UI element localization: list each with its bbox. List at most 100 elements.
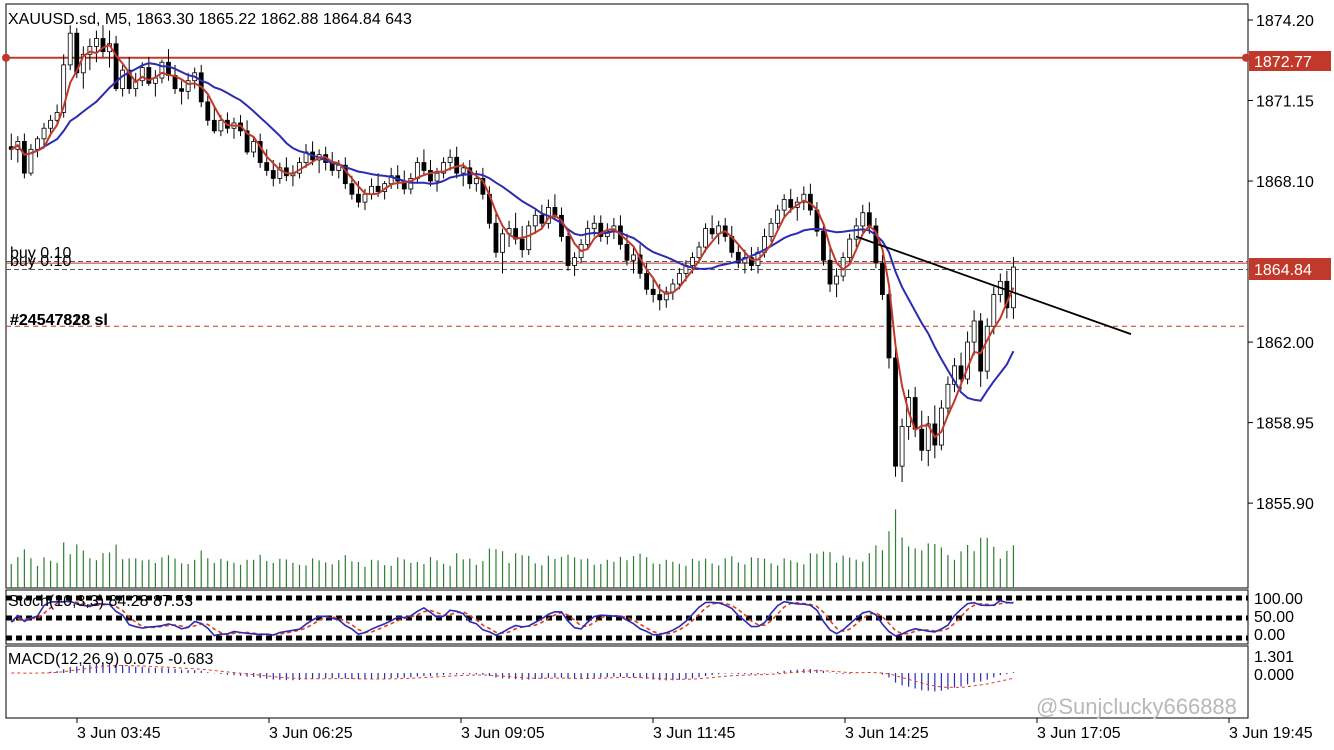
stochastic-oscillator	[6, 595, 1248, 641]
candle-body	[21, 141, 27, 174]
macd-indicator	[11, 663, 1015, 692]
candle-body	[847, 238, 853, 258]
macd-level-zero: 0.000	[1254, 667, 1294, 684]
candlesticks	[8, 25, 1016, 482]
candle-body	[454, 156, 460, 174]
candle-body	[853, 225, 859, 240]
candle-body	[644, 273, 650, 290]
candle-body	[375, 185, 381, 193]
candle-body	[218, 119, 224, 132]
time-axis: 3 Jun 03:45 3 Jun 06:25 3 Jun 09:05 3 Jun 1…	[76, 718, 1313, 742]
candle-body	[860, 212, 866, 227]
candle-body	[978, 320, 984, 372]
candle-body	[349, 183, 355, 195]
candle-body	[532, 214, 538, 227]
candle-body	[61, 64, 67, 113]
candle-body	[264, 162, 270, 171]
price-tick-label: 1855.90	[1256, 496, 1314, 513]
ma-fast-line	[10, 43, 1015, 439]
candle-body	[526, 225, 532, 251]
candle-body	[631, 254, 636, 261]
candle-body	[113, 43, 119, 90]
time-tick-label: 3 Jun 19:45	[1229, 725, 1313, 742]
candle-body	[952, 365, 957, 385]
candle-body	[356, 193, 361, 203]
candle-body	[958, 365, 964, 380]
candle-body	[336, 164, 342, 171]
candle-body	[552, 207, 558, 216]
candle-body	[500, 233, 505, 253]
candle-body	[67, 32, 73, 66]
current-price-badge	[1249, 258, 1331, 280]
resistance-badge-text: 1872.77	[1254, 54, 1312, 71]
candle-body	[41, 127, 47, 140]
stoch-level-50: 50.00	[1254, 609, 1294, 626]
candle-body	[519, 238, 525, 251]
resistance-line-handle	[1242, 53, 1250, 62]
time-tick-label: 3 Jun 03:45	[77, 725, 161, 742]
candle-body	[788, 199, 794, 208]
price-tick-label: 1862.00	[1256, 335, 1314, 352]
candle-body	[460, 167, 466, 174]
candle-body	[473, 177, 479, 185]
candle-body	[447, 156, 453, 163]
macd-level-top: 1.301	[1254, 649, 1294, 666]
candle-body	[624, 243, 630, 261]
candle-body	[362, 193, 368, 203]
candle-body	[205, 101, 211, 121]
candle-body	[539, 214, 545, 224]
time-tick-label: 3 Jun 17:05	[1037, 725, 1121, 742]
candle-body	[270, 170, 276, 179]
candle-body	[467, 167, 473, 185]
watermark: @Sunjclucky666888	[1036, 694, 1237, 719]
candle-body	[598, 222, 604, 237]
candle-body	[768, 222, 774, 237]
candle-body	[585, 228, 591, 245]
candle-body	[925, 423, 931, 451]
candle-body	[749, 257, 754, 266]
sl-label-2: #24547818 sl	[10, 312, 108, 329]
candle-body	[663, 291, 669, 301]
stoch-main-line	[10, 599, 1014, 637]
candle-body	[866, 212, 872, 227]
candle-body	[886, 294, 892, 359]
candle-body	[572, 257, 577, 266]
ma-slow-line	[10, 62, 1015, 402]
price-tick-label: 1874.20	[1256, 13, 1314, 30]
stoch-level-0: 0.00	[1254, 627, 1285, 644]
candle-body	[696, 246, 702, 258]
stoch-level-100: 100.00	[1254, 591, 1303, 608]
candle-body	[984, 325, 990, 372]
candle-body	[441, 162, 446, 174]
time-tick-label: 3 Jun 06:25	[269, 725, 353, 742]
candle-body	[159, 61, 165, 79]
candle-body	[637, 254, 643, 274]
candle-body	[657, 294, 663, 301]
stoch-label: Stoch(10,3,3) 84.28 87.53	[8, 593, 193, 610]
candle-body	[244, 130, 250, 153]
macd-label: MACD(12,26,9) 0.075 -0.683	[8, 651, 214, 668]
candle-body	[880, 262, 885, 295]
candle-body	[414, 162, 420, 179]
price-tick-label: 1871.15	[1256, 94, 1314, 111]
candle-body	[100, 38, 106, 53]
candle-body	[827, 259, 833, 285]
candle-body	[185, 80, 191, 92]
main-pane-frame	[5, 3, 1249, 589]
candle-body	[834, 275, 839, 285]
candle-body	[565, 236, 571, 266]
price-axis: 1874.20 1871.15 1868.10 1862.00 1858.95 1855.…	[1248, 13, 1314, 513]
candle-body	[650, 288, 656, 295]
candle-body	[676, 273, 682, 285]
candle-body	[1004, 280, 1010, 309]
candle-body	[120, 69, 126, 90]
candle-body	[919, 428, 925, 451]
candle-body	[434, 172, 440, 182]
trendline	[855, 235, 1132, 336]
candle-body	[801, 193, 807, 203]
candle-body	[35, 138, 40, 150]
candle-body	[87, 46, 93, 55]
order-levels	[2, 53, 1250, 327]
candle-body	[257, 141, 263, 163]
